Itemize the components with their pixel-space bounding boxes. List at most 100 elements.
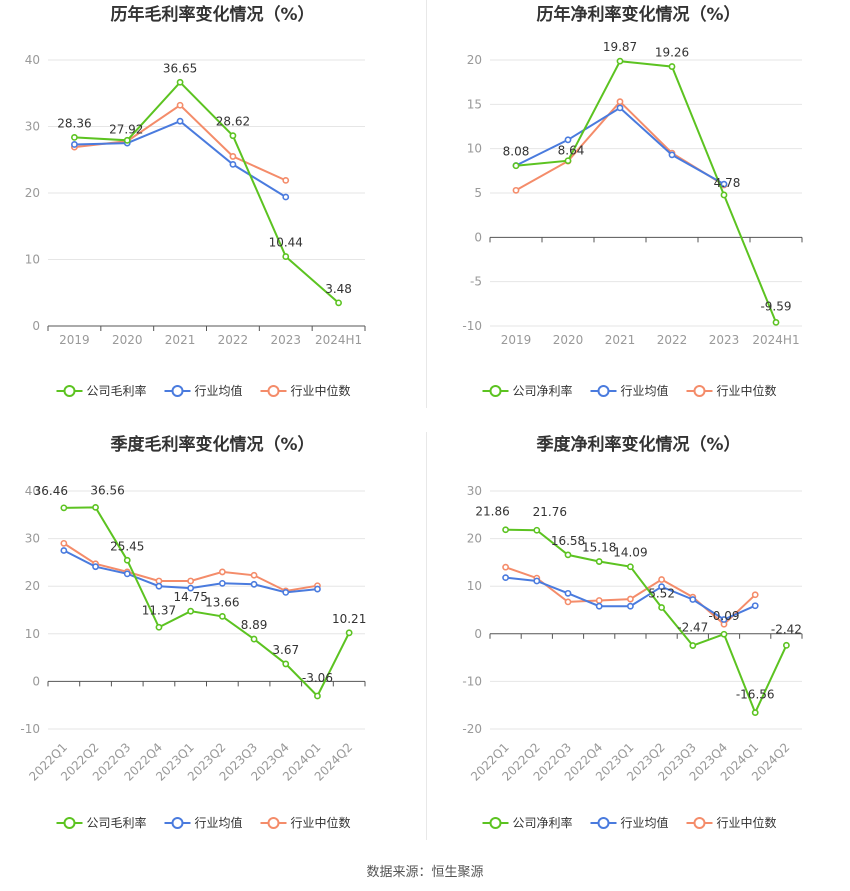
legend-item: 公司净利率 — [482, 383, 573, 398]
chart-svg: 季度毛利率变化情况（%） -10 0 10 20 30 40 2022Q12022Q22022… — [20, 434, 366, 830]
data-label: -16.56 — [736, 688, 775, 702]
data-point — [187, 577, 195, 585]
data-point — [564, 589, 572, 597]
legend-marker — [489, 385, 502, 397]
y-tick-label: -20 — [462, 722, 482, 736]
legend-item: 行业中位数 — [686, 383, 777, 398]
annual-gross-margin-chart: 历年毛利率变化情况（%） 0 10 20 30 40 2019 2020 2021 2022 202… — [0, 0, 425, 420]
x-tick-label: 2024H1 — [752, 333, 799, 347]
x-tick-label: 2022 — [218, 333, 249, 347]
legend-label: 行业均值 — [621, 383, 669, 398]
legend: 公司净利率 行业均值 行业中位数 — [482, 815, 777, 830]
data-labels: 28.36 27.92 36.65 28.62 10.44 3.48 — [57, 61, 352, 296]
data-point — [282, 660, 290, 668]
x-tick-label: 2024H1 — [315, 333, 362, 347]
y-axis: 0 10 20 30 40 — [25, 53, 40, 333]
data-point — [345, 629, 353, 637]
y-tick-label: 40 — [25, 53, 40, 67]
legend: 公司净利率 行业均值 行业中位数 — [482, 383, 777, 398]
data-label: 28.62 — [216, 115, 250, 129]
data-point — [123, 570, 131, 578]
data-point — [229, 153, 237, 160]
data-label: 21.76 — [533, 505, 567, 519]
x-tick-label: 2020 — [553, 333, 584, 347]
quarterly-net-margin-chart: 季度净利率变化情况（%） -20 -10 0 10 20 30 2022Q1 2022Q2 202… — [427, 430, 850, 855]
chart-title: 季度净利率变化情况（%） — [536, 434, 740, 455]
x-tick-label: 2021 — [605, 333, 636, 347]
data-source-note: 数据来源：恒生聚源 — [366, 865, 484, 880]
data-point — [751, 709, 759, 717]
data-point — [512, 162, 520, 170]
data-point — [533, 526, 541, 534]
x-axis: 2019 2020 2021 2022 2023 2024H1 — [501, 333, 800, 347]
series-line — [505, 528, 788, 716]
data-point — [720, 191, 728, 199]
chart-svg: 历年毛利率变化情况（%） 0 10 20 30 40 2019 2020 2021 2022 202… — [25, 4, 366, 398]
x-tick-label: 2022 — [657, 333, 688, 347]
legend-item: 公司净利率 — [482, 815, 573, 830]
chart-title: 历年净利率变化情况（%） — [536, 4, 740, 25]
series-line — [74, 80, 340, 304]
data-point — [751, 591, 759, 599]
legend-label: 公司毛利率 — [87, 815, 147, 830]
legend-label: 公司毛利率 — [87, 383, 147, 398]
data-point — [218, 579, 226, 587]
data-point — [282, 253, 290, 260]
data-point — [123, 136, 131, 144]
data-point — [502, 526, 509, 534]
data-point — [176, 78, 184, 86]
legend-label: 行业中位数 — [717, 815, 777, 830]
x-axis: 2022Q12022Q22022Q32022Q42023Q12023Q22023… — [468, 740, 792, 784]
data-point — [658, 604, 665, 611]
data-point — [218, 568, 226, 576]
data-label: 14.75 — [173, 590, 207, 604]
data-label: 11.37 — [142, 603, 176, 617]
data-point — [282, 193, 290, 201]
y-tick-label: 10 — [25, 253, 40, 267]
data-point — [229, 132, 237, 140]
data-point — [668, 151, 676, 159]
data-label: 13.66 — [205, 595, 239, 609]
y-tick-label: -10 — [20, 722, 40, 736]
y-tick-label: 5 — [474, 186, 482, 200]
data-point — [626, 602, 634, 610]
chart-title: 季度毛利率变化情况（%） — [110, 434, 314, 455]
panel-divider-vertical-bottom — [426, 432, 427, 840]
data-label: 8.64 — [558, 144, 585, 158]
data-labels: 8.08 8.64 19.87 19.26 4.78 -9.59 — [503, 40, 792, 313]
data-point — [564, 136, 572, 144]
data-point — [595, 597, 603, 604]
data-point — [229, 161, 237, 168]
y-tick-label: 20 — [467, 53, 482, 67]
legend-marker — [267, 385, 280, 397]
data-point — [314, 585, 321, 593]
data-point — [155, 577, 163, 585]
y-tick-label: 10 — [25, 627, 40, 641]
data-point — [668, 63, 676, 70]
legend-item: 行业中位数 — [260, 383, 351, 398]
data-point — [626, 595, 634, 603]
data-label: 14.09 — [613, 546, 647, 560]
legend-item: 行业中位数 — [686, 815, 777, 830]
legend-marker — [63, 817, 76, 829]
legend-item: 行业中位数 — [260, 815, 351, 830]
legend-label: 行业中位数 — [291, 815, 351, 830]
data-point — [250, 580, 258, 588]
annual-net-margin-chart: 历年净利率变化情况（%） -10 -5 0 5 10 15 20 2019 2020 2021 202… — [427, 0, 850, 420]
legend-marker — [171, 817, 184, 829]
y-axis: -10 -5 0 5 10 15 20 — [462, 53, 482, 333]
panel-divider-vertical-top — [426, 0, 427, 408]
legend-marker — [597, 817, 610, 829]
data-point — [751, 602, 759, 610]
data-point — [250, 571, 258, 579]
chart-svg: 历年净利率变化情况（%） -10 -5 0 5 10 15 20 2019 2020 2021 202… — [462, 4, 803, 398]
y-tick-label: 40 — [25, 484, 40, 498]
data-label: 10.44 — [269, 236, 303, 250]
data-label: 28.36 — [57, 116, 91, 130]
x-tick-label: 2023 — [709, 333, 740, 347]
legend-label: 行业中位数 — [717, 383, 777, 398]
data-point — [658, 583, 665, 591]
data-label: 19.26 — [655, 46, 689, 60]
series-industry_median — [512, 98, 728, 194]
